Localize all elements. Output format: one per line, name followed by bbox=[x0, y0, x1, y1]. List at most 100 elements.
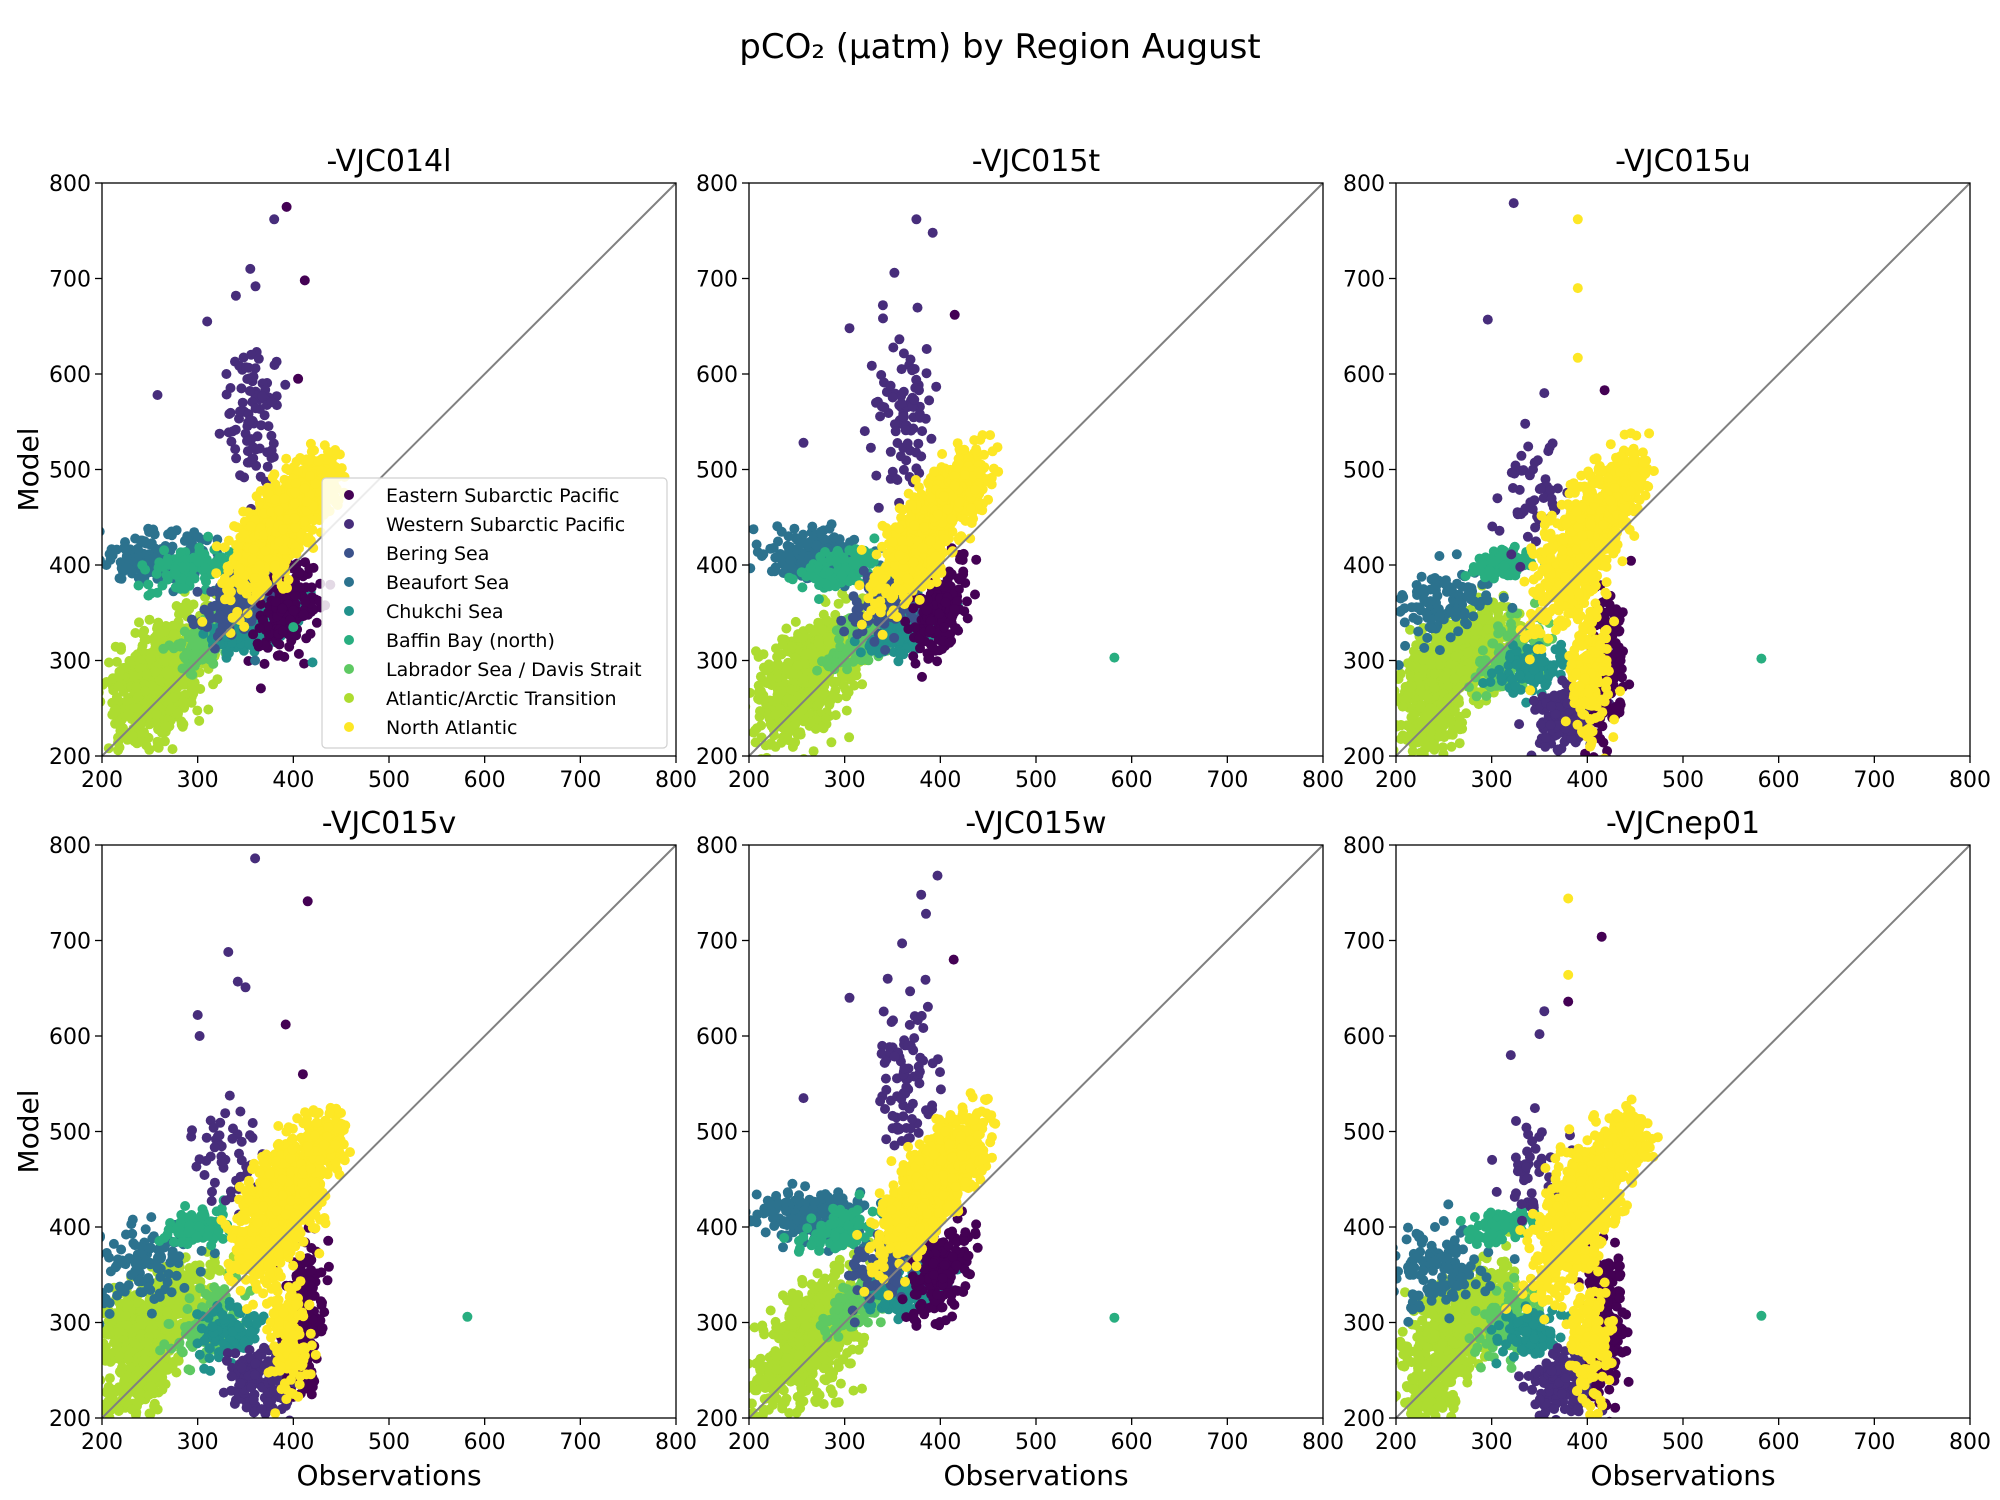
data-point bbox=[270, 494, 281, 505]
data-point bbox=[761, 665, 772, 676]
data-point bbox=[307, 657, 318, 668]
data-point bbox=[843, 687, 854, 698]
x-tick-label: 800 bbox=[655, 768, 697, 793]
data-point bbox=[930, 551, 941, 562]
data-point bbox=[898, 386, 909, 397]
legend-marker bbox=[344, 722, 354, 732]
data-point bbox=[813, 637, 824, 648]
data-point bbox=[766, 738, 776, 749]
data-point bbox=[292, 558, 302, 569]
data-point bbox=[102, 679, 108, 690]
data-point bbox=[251, 491, 262, 502]
data-point bbox=[903, 624, 914, 634]
data-point bbox=[882, 529, 893, 540]
data-point bbox=[192, 705, 203, 716]
data-point bbox=[279, 493, 290, 504]
data-point bbox=[925, 492, 936, 503]
data-point bbox=[865, 558, 876, 569]
data-point bbox=[132, 691, 143, 702]
data-point bbox=[854, 580, 865, 591]
scatter-points bbox=[749, 214, 1120, 756]
data-point bbox=[811, 540, 822, 551]
data-point bbox=[177, 679, 188, 690]
legend-label: Western Subarctic Pacific bbox=[386, 514, 625, 536]
data-point bbox=[914, 633, 925, 644]
data-point bbox=[161, 570, 172, 580]
data-point bbox=[132, 703, 143, 714]
data-point bbox=[818, 688, 829, 698]
data-point bbox=[290, 478, 301, 489]
data-point bbox=[781, 623, 792, 634]
data-point bbox=[247, 554, 258, 565]
data-point bbox=[127, 730, 138, 741]
data-point bbox=[266, 453, 277, 463]
scatter-panel: -VJC015t20020030030040040050050060060070… bbox=[696, 144, 1344, 793]
data-point bbox=[894, 523, 905, 534]
data-point bbox=[266, 445, 277, 456]
data-point bbox=[199, 549, 210, 560]
data-point bbox=[944, 637, 955, 648]
data-point bbox=[782, 664, 792, 675]
data-point bbox=[149, 666, 160, 677]
data-point bbox=[184, 576, 195, 587]
data-point bbox=[829, 532, 840, 543]
data-point bbox=[313, 595, 323, 606]
data-point bbox=[160, 721, 171, 732]
data-point bbox=[254, 590, 265, 601]
data-point bbox=[293, 648, 304, 659]
data-point bbox=[186, 697, 197, 708]
data-point bbox=[912, 302, 923, 313]
data-point bbox=[782, 694, 793, 704]
x-tick-label: 200 bbox=[81, 768, 123, 793]
data-point bbox=[311, 617, 322, 628]
data-point bbox=[917, 426, 928, 437]
data-point bbox=[284, 465, 295, 476]
data-point bbox=[323, 446, 333, 457]
data-point bbox=[962, 613, 973, 624]
data-point bbox=[270, 560, 281, 571]
data-point bbox=[230, 444, 241, 455]
data-point bbox=[787, 563, 798, 574]
data-point bbox=[262, 461, 273, 472]
data-point bbox=[830, 676, 841, 687]
data-point bbox=[887, 466, 898, 477]
data-point bbox=[152, 390, 163, 400]
data-point bbox=[866, 645, 877, 656]
data-point bbox=[836, 570, 847, 580]
data-point bbox=[913, 438, 924, 449]
data-point bbox=[938, 534, 949, 545]
data-point bbox=[308, 515, 319, 526]
data-point bbox=[789, 523, 800, 534]
data-point bbox=[273, 505, 284, 516]
data-point bbox=[879, 402, 890, 413]
data-point bbox=[937, 517, 948, 528]
data-point bbox=[237, 397, 248, 408]
data-point bbox=[305, 471, 315, 481]
data-point bbox=[134, 617, 144, 628]
data-point bbox=[166, 530, 177, 541]
data-point bbox=[926, 433, 937, 444]
data-point bbox=[225, 628, 236, 638]
data-point bbox=[159, 736, 170, 747]
data-point bbox=[859, 426, 870, 437]
data-point bbox=[144, 539, 155, 550]
data-point bbox=[880, 645, 891, 655]
data-point bbox=[907, 365, 918, 376]
data-point bbox=[784, 725, 795, 736]
data-point bbox=[902, 573, 913, 584]
y-axis-label: Model bbox=[12, 427, 45, 511]
data-point bbox=[259, 529, 270, 540]
data-point bbox=[135, 655, 146, 666]
data-point bbox=[921, 344, 932, 354]
legend-marker bbox=[344, 519, 354, 529]
data-point bbox=[798, 673, 809, 684]
data-point bbox=[776, 649, 787, 660]
data-point bbox=[266, 397, 277, 408]
x-tick-label: 500 bbox=[368, 768, 410, 793]
data-point bbox=[896, 512, 907, 523]
data-point bbox=[889, 632, 900, 643]
data-point bbox=[299, 516, 310, 527]
data-point bbox=[278, 544, 289, 555]
data-point bbox=[274, 650, 285, 661]
